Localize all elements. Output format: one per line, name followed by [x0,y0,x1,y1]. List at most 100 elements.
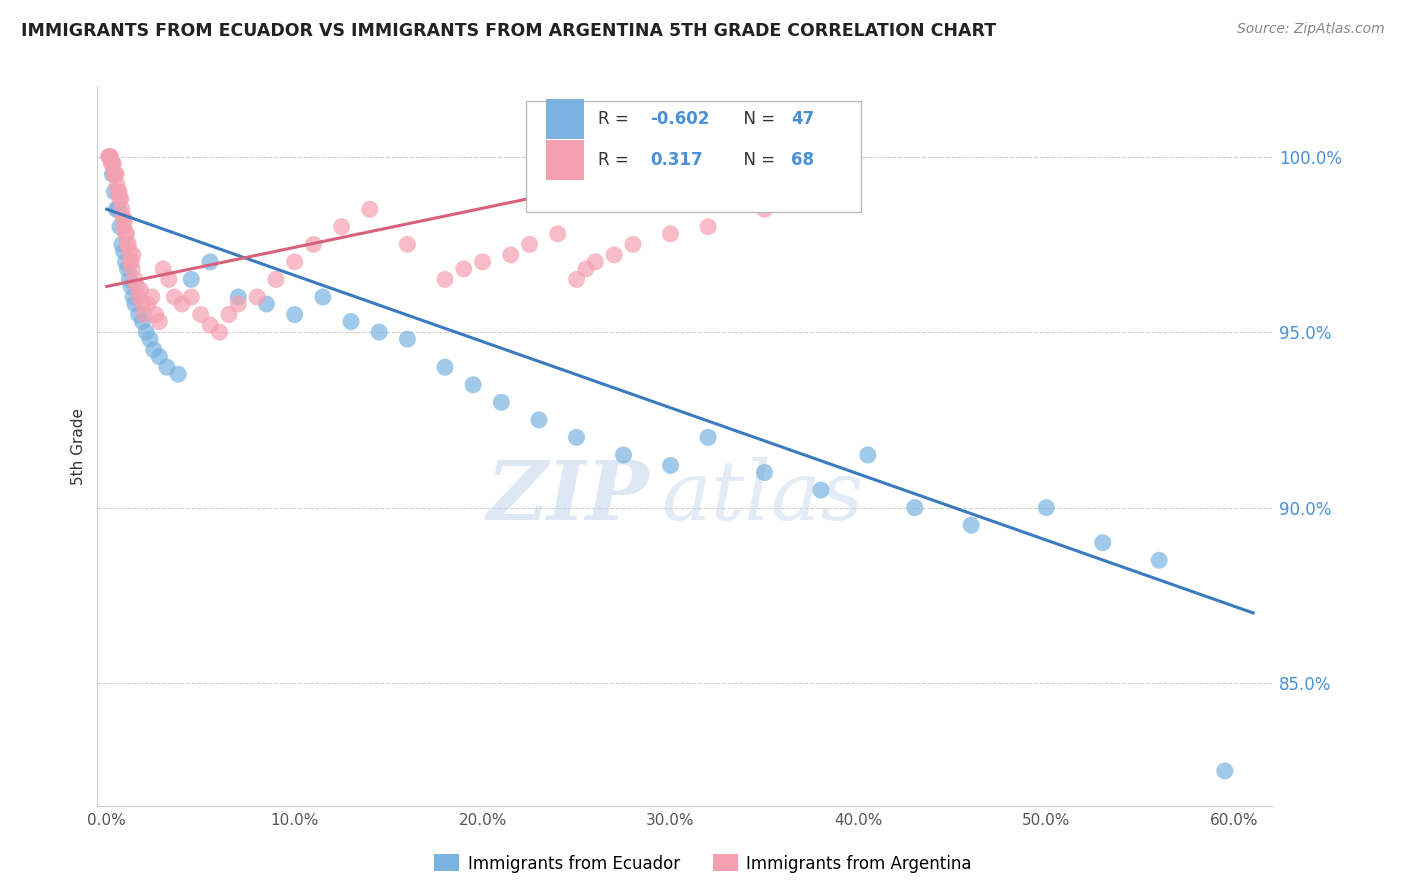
Point [111,237,134,252]
Y-axis label: 5th Grade: 5th Grade [72,408,86,484]
FancyBboxPatch shape [546,140,583,180]
Point [519,237,541,252]
Point [163,290,186,304]
Point [960,518,983,533]
Point [114,212,136,227]
Point [103,185,125,199]
Point [157,272,180,286]
Text: atlas: atlas [661,457,863,537]
Point [547,227,569,241]
Point [754,202,776,217]
Point [103,167,125,181]
Point [1213,764,1236,778]
Point [226,290,249,304]
Point [218,308,240,322]
Point [129,283,152,297]
Point [583,255,606,269]
Point [527,413,550,427]
Point [603,248,626,262]
Point [621,237,644,252]
Legend: Immigrants from Ecuador, Immigrants from Argentina: Immigrants from Ecuador, Immigrants from… [427,847,979,880]
Point [359,202,381,217]
FancyBboxPatch shape [546,99,583,139]
Point [134,308,156,322]
Point [100,156,122,170]
Point [148,350,170,364]
Point [107,185,129,199]
Point [396,332,419,346]
Point [180,272,202,286]
Point [105,178,128,192]
Point [117,261,139,276]
Point [135,325,157,339]
Point [108,192,131,206]
Point [118,272,141,286]
Point [112,244,135,259]
Point [471,255,494,269]
Point [904,500,927,515]
Point [101,167,124,181]
Point [256,297,278,311]
Point [856,448,879,462]
Text: 47: 47 [792,110,814,128]
Point [131,314,153,328]
Point [98,150,121,164]
Point [111,202,134,217]
Point [122,248,145,262]
Text: R =: R = [598,151,638,169]
Point [156,360,179,375]
Point [110,192,132,206]
Text: 0.317: 0.317 [651,151,703,169]
Point [1147,553,1170,567]
Text: N =: N = [733,151,780,169]
Point [330,219,353,234]
Point [697,430,720,444]
Point [612,448,634,462]
Point [659,227,682,241]
Point [148,314,170,328]
Point [124,272,146,286]
Point [190,308,212,322]
Point [180,290,202,304]
Point [120,255,142,269]
Point [312,290,335,304]
Point [142,343,165,357]
Point [117,237,139,252]
Point [108,219,131,234]
FancyBboxPatch shape [526,101,860,212]
Point [105,202,128,217]
Text: 68: 68 [792,151,814,169]
Point [198,318,221,332]
Point [208,325,231,339]
Point [114,255,136,269]
Text: N =: N = [733,110,780,128]
Point [284,308,307,322]
Point [198,255,221,269]
Point [97,150,120,164]
Point [107,202,129,217]
Point [434,272,457,286]
Text: R =: R = [598,110,634,128]
Point [810,483,832,497]
Point [114,227,136,241]
Point [284,255,307,269]
Point [1091,535,1114,549]
Point [128,290,150,304]
Point [139,332,162,346]
Point [122,290,145,304]
Point [697,219,720,234]
Point [434,360,457,375]
Point [131,297,153,311]
Point [499,248,522,262]
Point [136,297,159,311]
Point [659,458,682,473]
Text: IMMIGRANTS FROM ECUADOR VS IMMIGRANTS FROM ARGENTINA 5TH GRADE CORRELATION CHART: IMMIGRANTS FROM ECUADOR VS IMMIGRANTS FR… [21,22,997,40]
Text: ZIP: ZIP [486,457,650,537]
Point [368,325,391,339]
Point [141,290,163,304]
Point [125,279,148,293]
Point [170,297,193,311]
Point [124,297,146,311]
Point [112,219,135,234]
Point [145,308,167,322]
